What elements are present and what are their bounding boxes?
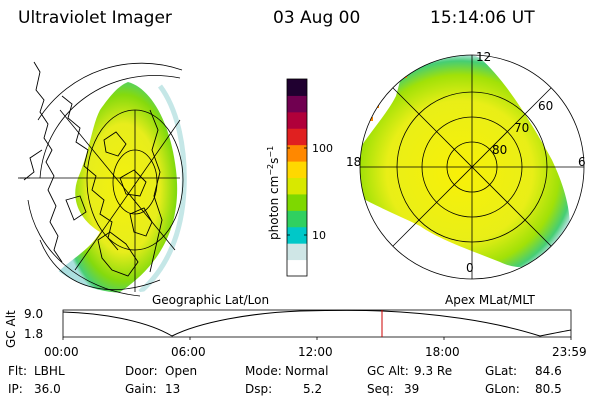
colorbar-tick-10: 10 [312,229,326,242]
mode-label: Mode: [245,364,282,378]
colorbar-segment [287,177,307,195]
altitude-plot-frame [62,309,572,338]
mlat-label-60: 60 [538,99,553,113]
colorbar-segment [287,259,307,277]
mlat-grid [359,54,585,280]
seq-value: 39 [404,382,420,396]
mlat-label-70: 70 [514,121,529,135]
altitude-xtick-3: 18:00 [425,345,460,359]
ip-label: IP: [8,382,23,396]
gain-value: 13 [165,382,181,396]
mlt-label-18: 18 [346,155,361,169]
glat-label: GLat: [485,364,518,378]
altitude-plot [62,309,572,340]
colorbar-segment [287,111,307,129]
door-value: Open [165,364,198,378]
colorbar-segment [287,210,307,228]
gain-label: Gain: [125,382,157,396]
altitude-ytick-top: 9.0 [24,307,44,321]
mlt-label-6: 6 [578,155,586,169]
auroral-emission-magnetic [360,55,570,268]
dsp-value: 5.2 [303,382,323,396]
colorbar-segment [287,193,307,211]
geographic-grid [20,62,184,297]
colorbar-tick-100: 100 [312,142,333,155]
colorbar-segment [287,79,307,96]
auroral-emission-geographic [58,82,178,293]
altitude-ytick-bottom: 1.8 [24,327,44,341]
glon-value: 80.5 [535,382,562,396]
mlt-label-12: 12 [476,50,491,64]
geographic-panel-label: Geographic Lat/Lon [152,293,270,307]
colorbar-unit-label: photon cm−2s−1 [266,146,281,240]
altitude-xtick-4: 23:59 [552,345,587,359]
gc-alt-label: GC Alt: [367,364,409,378]
altitude-xtick-1: 06:00 [171,345,206,359]
colorbar-frame [286,78,308,277]
door-label: Door: [125,364,158,378]
coastlines [23,61,163,277]
altitude-x-ticks [62,337,572,340]
altitude-ylabel: GC Alt [4,310,18,348]
glat-value: 84.6 [535,364,562,378]
glon-label: GLon: [485,382,520,396]
observation-date: 03 Aug 00 [273,8,361,28]
dsp-label: Dsp: [245,382,273,396]
mlat-label-80: 80 [492,143,507,157]
filter-label: Flt: [8,364,27,378]
altitude-xtick-0: 00:00 [44,345,79,359]
altitude-curve [62,309,572,337]
magnetic-panel-label: Apex MLat/MLT [445,293,535,307]
altitude-xtick-2: 12:00 [298,345,333,359]
colorbar-segment [287,144,307,162]
gc-alt-value: 9.3 Re [414,364,453,378]
mode-value: Normal [285,364,329,378]
colorbar-segment [287,161,307,178]
observation-time: 15:14:06 UT [430,8,535,28]
colorbar-segment [287,243,307,261]
colorbar [287,79,307,277]
auroral-emission-edge [138,84,187,293]
geographic-map [18,61,187,297]
magnetic-polar-plot: 12 18 6 0 60 70 80 [346,50,586,280]
seq-label: Seq: [367,382,394,396]
ip-value: 36.0 [34,382,61,396]
colorbar-segment [287,226,307,244]
instrument-title: Ultraviolet Imager [18,8,172,28]
colorbar-segment [287,128,307,146]
mlt-label-0: 0 [466,261,474,275]
colorbar-segment [287,95,307,113]
filter-value: LBHL [34,364,65,378]
